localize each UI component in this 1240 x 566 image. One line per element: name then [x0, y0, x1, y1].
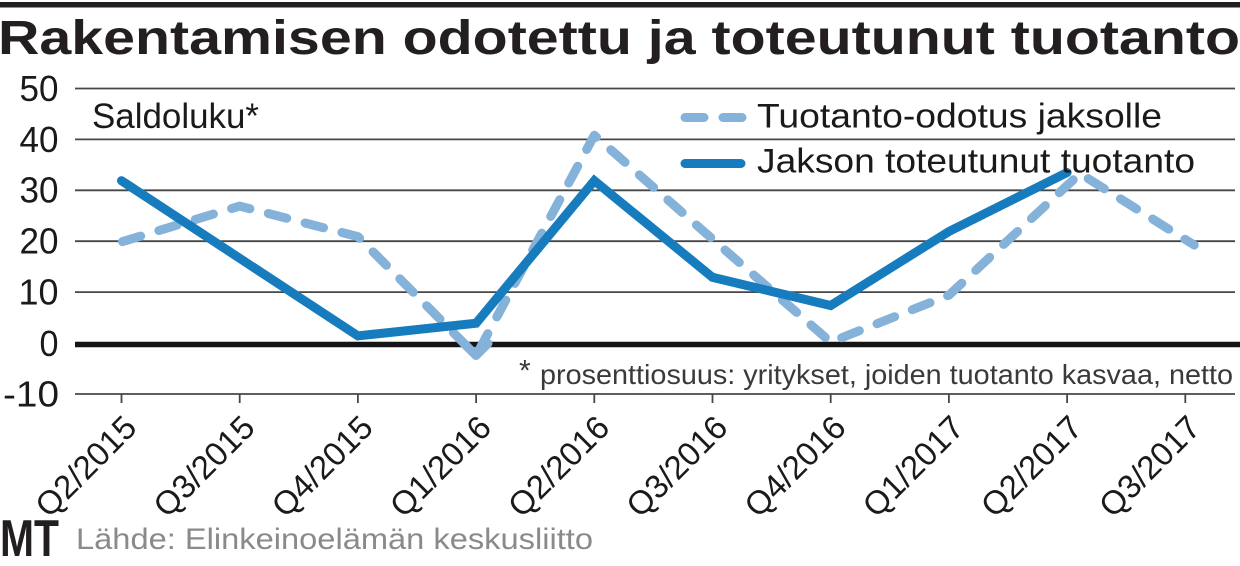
- svg-text:30: 30: [20, 170, 59, 211]
- svg-text:*: *: [519, 355, 531, 388]
- svg-text:Tuotanto-odotus jaksolle: Tuotanto-odotus jaksolle: [757, 98, 1162, 136]
- svg-text:10: 10: [19, 272, 59, 313]
- svg-text:Saldoluku*: Saldoluku*: [92, 97, 259, 136]
- svg-text:40: 40: [20, 119, 59, 160]
- svg-text:MT: MT: [0, 510, 59, 561]
- svg-text:-10: -10: [3, 373, 59, 414]
- svg-text:Jakson toteutunut tuotanto: Jakson toteutunut tuotanto: [757, 143, 1195, 181]
- svg-text:prosenttiosuus: yritykset, joi: prosenttiosuus: yritykset, joiden tuotan…: [540, 359, 1233, 390]
- svg-text:Rakentamisen odotettu ja toteu: Rakentamisen odotettu ja toteutunut tuot…: [0, 12, 1240, 65]
- svg-text:0: 0: [40, 323, 59, 364]
- svg-text:20: 20: [20, 221, 59, 262]
- svg-text:Lähde: Elinkeinoelämän keskusl: Lähde: Elinkeinoelämän keskusliitto: [76, 523, 593, 556]
- svg-text:50: 50: [20, 68, 59, 109]
